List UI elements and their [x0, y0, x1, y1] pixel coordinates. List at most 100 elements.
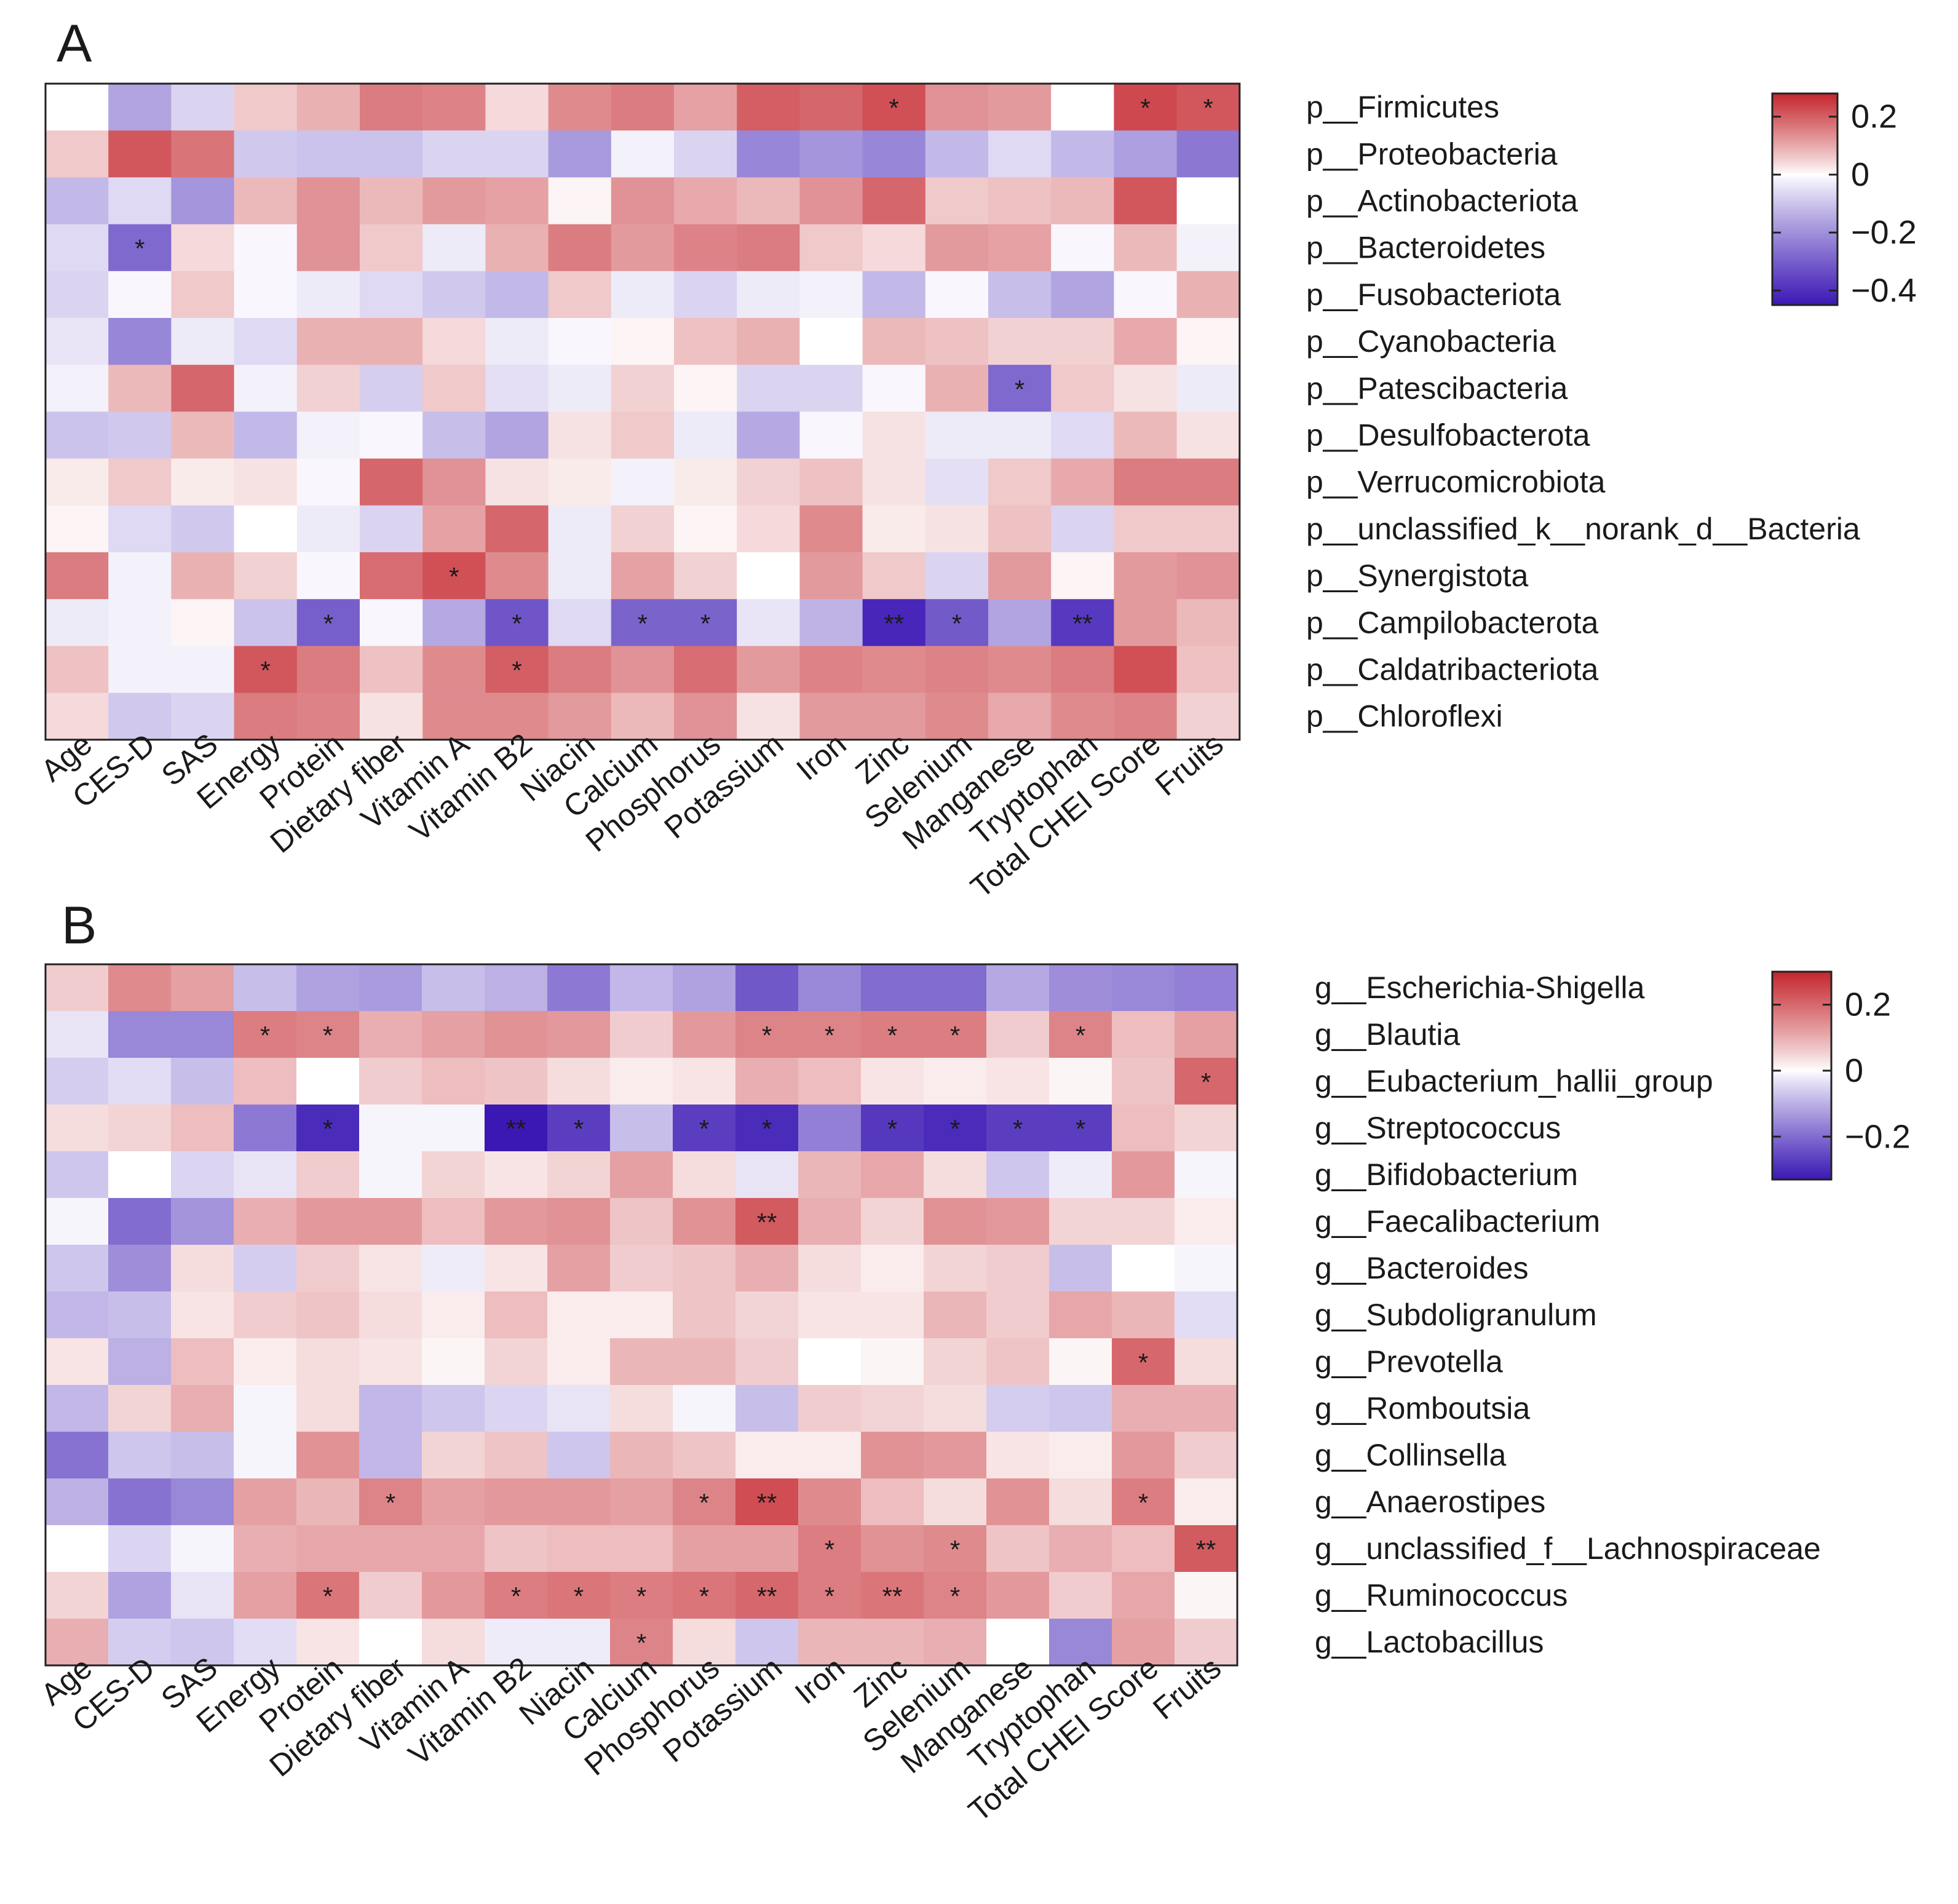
- heatmap-cell: [296, 692, 360, 740]
- heatmap-cell: [422, 318, 486, 365]
- heatmap-cell: [673, 1338, 736, 1386]
- heatmap-cell: [862, 271, 926, 319]
- heatmap-cell: [1112, 1385, 1175, 1432]
- heatmap-cell: [296, 964, 360, 1012]
- heatmap-cell: [547, 1058, 611, 1105]
- heatmap-cell: [108, 1198, 172, 1245]
- heatmap-cell: [171, 692, 235, 740]
- significance-marker: *: [950, 1021, 960, 1050]
- heatmap-cell: [988, 411, 1052, 459]
- colorbar-segment: [1772, 985, 1831, 988]
- heatmap-cell: [108, 1058, 172, 1105]
- colorbar-segment: [1772, 1049, 1831, 1052]
- heatmap-cell: [485, 1058, 548, 1105]
- heatmap-cell: [1049, 1432, 1112, 1479]
- heatmap-cell: [1176, 505, 1240, 553]
- heatmap-cell: [924, 1105, 987, 1152]
- colorbar-segment: [1772, 287, 1837, 290]
- heatmap-cell: [547, 964, 611, 1012]
- significance-marker: **: [757, 1582, 777, 1611]
- heatmap-cell: [737, 505, 800, 553]
- colorbar-border: [1771, 92, 1839, 306]
- row-label: p__Campilobacterota: [1306, 605, 1598, 640]
- heatmap-cell: [296, 1151, 360, 1199]
- colorbar-tick-label: −0.2: [1851, 214, 1917, 251]
- heatmap-cell: [171, 1058, 234, 1105]
- heatmap-cell: [861, 1151, 924, 1199]
- colorbar-segment: [1772, 1143, 1831, 1146]
- heatmap-cell: [798, 1011, 862, 1058]
- heatmap-cell: [422, 1198, 485, 1245]
- heatmap-cell: [46, 1478, 109, 1526]
- significance-marker: *: [636, 1582, 646, 1611]
- heatmap-cell: [359, 1058, 422, 1105]
- heatmap-cell: [1051, 271, 1114, 319]
- heatmap-cell: [674, 552, 737, 600]
- heatmap-cell: [296, 1432, 360, 1479]
- heatmap-cell: [861, 1572, 924, 1619]
- colorbar-segment: [1772, 279, 1837, 281]
- heatmap-cell: [171, 365, 235, 412]
- colorbar-segment: [1772, 999, 1831, 1002]
- heatmap-cell: [422, 1011, 485, 1058]
- heatmap-cell: [735, 964, 799, 1012]
- heatmap-cell: [988, 646, 1052, 694]
- row-label: p__Patescibacteria: [1306, 371, 1568, 405]
- heatmap-cell: [1114, 365, 1178, 412]
- heatmap-cell: [799, 365, 863, 412]
- heatmap-cell: [1114, 599, 1178, 646]
- colorbar-segment: [1772, 257, 1837, 260]
- heatmap-cell: [924, 1198, 987, 1245]
- colorbar-segment: [1772, 213, 1837, 216]
- colorbar-segment: [1772, 127, 1837, 130]
- significance-marker: *: [1140, 93, 1150, 122]
- heatmap-cell: [422, 599, 486, 646]
- heatmap-cell: [924, 1385, 987, 1432]
- heatmap-cell: [862, 84, 926, 131]
- colorbar-segment: [1772, 989, 1831, 991]
- heatmap-cell: [171, 1432, 234, 1479]
- heatmap-cell: [735, 1619, 799, 1666]
- colorbar-tick-label: 0: [1845, 1052, 1863, 1089]
- colorbar-segment: [1772, 1146, 1831, 1149]
- heatmap-cell: [485, 1011, 548, 1058]
- colorbar-segment: [1772, 1134, 1831, 1137]
- heatmap-cell: [234, 224, 298, 272]
- significance-marker: *: [887, 1021, 897, 1050]
- row-label: g__Blautia: [1315, 1017, 1460, 1052]
- heatmap-cell: [798, 1338, 862, 1386]
- heatmap-cell: [1049, 964, 1112, 1012]
- colorbar-segment: [1772, 292, 1837, 295]
- colorbar-segment: [1772, 1125, 1831, 1129]
- colorbar-segment: [1772, 1098, 1831, 1101]
- colorbar-segment: [1772, 1113, 1831, 1116]
- heatmap-cell: [359, 1572, 422, 1619]
- heatmap-cell: [1176, 177, 1240, 225]
- heatmap-cell: [924, 1619, 987, 1666]
- heatmap-cell: [1175, 1432, 1238, 1479]
- heatmap-cell: [108, 1105, 172, 1152]
- significance-marker: *: [449, 562, 459, 591]
- heatmap-cell: [234, 1385, 297, 1432]
- heatmap-cell: [735, 1058, 799, 1105]
- significance-marker: *: [260, 1021, 270, 1050]
- colorbar-segment: [1772, 222, 1837, 224]
- heatmap-cell: [1175, 1478, 1238, 1526]
- heatmap-cell: [1176, 84, 1240, 131]
- heatmap-cell: [234, 646, 298, 694]
- heatmap-cell: [1051, 505, 1114, 553]
- heatmap-cell: [1112, 1105, 1175, 1152]
- colorbar-segment: [1772, 1167, 1831, 1170]
- colorbar-segment: [1772, 264, 1837, 267]
- heatmap-cell: [234, 458, 298, 506]
- heatmap-cell: [1112, 1432, 1175, 1479]
- colorbar-segment: [1772, 1150, 1831, 1152]
- heatmap-cell: [296, 130, 360, 178]
- heatmap-cell: [986, 1572, 1050, 1619]
- heatmap-cell: [924, 1011, 987, 1058]
- heatmap-cell: [171, 130, 235, 178]
- heatmap-cell: [422, 646, 486, 694]
- heatmap-cell: [46, 411, 109, 459]
- significance-marker: *: [1203, 93, 1213, 122]
- colorbar-segment: [1772, 271, 1837, 274]
